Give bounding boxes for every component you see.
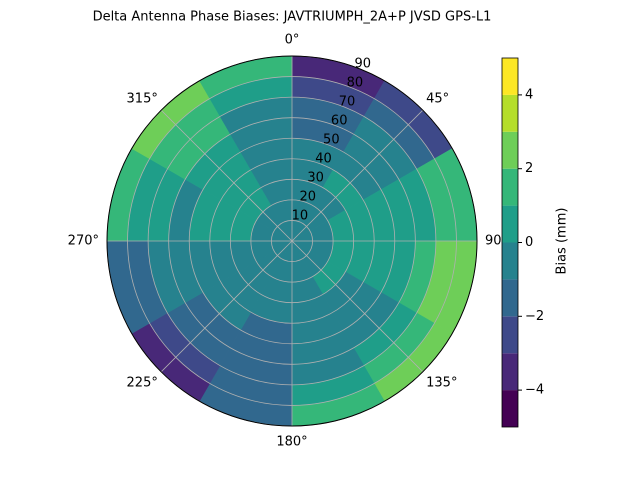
theta-tick-label: 315° xyxy=(127,91,158,106)
theta-tick-label: 180° xyxy=(276,435,307,450)
r-tick-label: 50 xyxy=(323,133,340,148)
theta-tick-label: 0° xyxy=(285,33,300,48)
colorbar-tick-label: 2 xyxy=(525,161,533,176)
colorbar-band xyxy=(502,242,518,280)
colorbar-tick-label: −4 xyxy=(525,383,544,398)
colorbar-tick-label: −2 xyxy=(525,309,544,324)
colorbar-band xyxy=(502,279,518,317)
r-tick-label: 40 xyxy=(315,152,332,167)
theta-grid-line xyxy=(160,109,293,242)
colorbar-tick-label: 4 xyxy=(525,87,533,102)
colorbar-band xyxy=(502,316,518,354)
r-tick-label: 20 xyxy=(299,190,316,205)
colorbar-label: Bias (mm) xyxy=(555,208,570,275)
theta-tick-label: 225° xyxy=(127,376,158,391)
chart-title: Delta Antenna Phase Biases: JAVTRIUMPH_2… xyxy=(93,10,492,25)
colorbar-band xyxy=(502,390,518,427)
theta-tick-label: 45° xyxy=(426,91,449,106)
r-tick-label: 60 xyxy=(331,114,348,129)
r-tick-label: 70 xyxy=(339,95,356,110)
colorbar-band xyxy=(502,168,518,206)
theta-grid-line xyxy=(291,240,424,373)
theta-grid-line xyxy=(160,240,293,373)
r-tick-label: 30 xyxy=(307,171,324,186)
colorbar-band xyxy=(502,94,518,132)
r-tick-label: 80 xyxy=(347,76,364,91)
theta-tick-label: 270° xyxy=(68,234,99,249)
colorbar-band xyxy=(502,353,518,391)
theta-grid-line xyxy=(291,109,424,242)
colorbar-band xyxy=(502,131,518,169)
colorbar-band xyxy=(502,205,518,243)
theta-tick-label: 135° xyxy=(426,376,457,391)
polar-frame xyxy=(106,55,478,427)
r-tick-label: 90 xyxy=(355,57,372,72)
r-tick-label: 10 xyxy=(292,209,309,224)
colorbar-tick-label: 0 xyxy=(525,235,533,250)
colorbar-band xyxy=(502,58,518,95)
